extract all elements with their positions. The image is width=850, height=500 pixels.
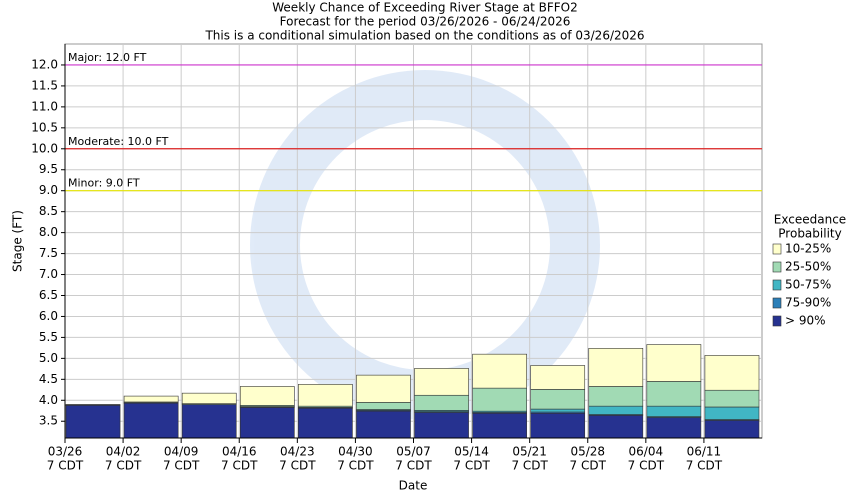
legend-label: 50-75% — [785, 278, 831, 292]
y-tick-label: 6.0 — [39, 309, 58, 323]
x-tick-label: 05/21 — [512, 445, 547, 459]
y-tick-label: 4.5 — [39, 372, 58, 386]
bar-segment — [239, 407, 295, 439]
y-tick-label: 5.5 — [39, 330, 58, 344]
bar-segment — [239, 386, 295, 406]
x-tick-sublabel: 7 CDT — [105, 459, 142, 473]
y-tick-label: 5.0 — [39, 351, 58, 365]
y-tick-label: 9.0 — [39, 183, 58, 197]
x-axis-label: Date — [399, 479, 428, 493]
bar-segment — [414, 394, 469, 411]
bar-segment — [356, 374, 411, 403]
legend-label: 10-25% — [785, 242, 831, 256]
y-tick-label: 6.5 — [39, 288, 58, 302]
x-tick-label: 04/02 — [106, 445, 141, 459]
x-tick-sublabel: 7 CDT — [453, 459, 490, 473]
x-tick-sublabel: 7 CDT — [279, 459, 316, 473]
bar-segment — [472, 353, 527, 389]
y-tick-label: 8.5 — [39, 204, 58, 218]
bar-segment — [646, 417, 702, 439]
bar-segment — [181, 404, 237, 439]
bar-segment — [530, 389, 586, 410]
threshold-label: Major: 12.0 FT — [68, 51, 147, 64]
bar-segment — [530, 365, 586, 390]
bar-segment — [704, 420, 760, 439]
chart-subtitle: Forecast for the period 03/26/2026 - 06/… — [280, 15, 571, 29]
y-tick-label: 11.5 — [31, 78, 58, 92]
watermark — [250, 70, 600, 420]
bar-segment — [123, 402, 179, 439]
y-tick-label: 8.0 — [39, 225, 58, 239]
y-tick-label: 3.5 — [39, 414, 58, 428]
x-tick-label: 05/14 — [454, 445, 489, 459]
bar-segment — [588, 405, 644, 415]
x-tick-label: 05/07 — [396, 445, 431, 459]
x-tick-label: 04/30 — [338, 445, 373, 459]
chart-title: Weekly Chance of Exceeding River Stage a… — [272, 1, 577, 15]
y-tick-label: 11.0 — [31, 99, 58, 113]
bar-segment — [646, 405, 702, 417]
bar-segment — [704, 355, 760, 391]
x-tick-sublabel: 7 CDT — [163, 459, 200, 473]
y-axis-label: Stage (FT) — [11, 210, 25, 272]
x-tick-sublabel: 7 CDT — [511, 459, 548, 473]
bar-segment — [414, 412, 469, 439]
y-tick-label: 4.0 — [39, 393, 58, 407]
bar-segment — [588, 348, 644, 387]
y-tick-label: 7.5 — [39, 246, 58, 260]
y-tick-label: 10.0 — [31, 141, 58, 155]
legend-title: Probability — [778, 227, 841, 241]
legend-title: Exceedance — [774, 213, 846, 227]
x-tick-label: 04/09 — [164, 445, 199, 459]
x-tick-label: 06/11 — [687, 445, 722, 459]
x-tick-sublabel: 7 CDT — [570, 459, 607, 473]
chart-subtitle: This is a conditional simulation based o… — [204, 29, 644, 43]
bar-segment — [646, 344, 702, 382]
bar-segment — [181, 392, 237, 404]
x-tick-sublabel: 7 CDT — [221, 459, 258, 473]
legend-swatch — [772, 243, 782, 255]
bar-segment — [646, 381, 702, 407]
legend-label: 75-90% — [785, 296, 831, 310]
x-tick-sublabel: 7 CDT — [686, 459, 723, 473]
bar-segment — [123, 395, 179, 403]
bar-segment — [472, 387, 527, 412]
legend-swatch — [772, 261, 782, 273]
x-tick-sublabel: 7 CDT — [395, 459, 432, 473]
y-tick-label: 9.5 — [39, 162, 58, 176]
legend-swatch — [772, 297, 782, 309]
legend-swatch — [772, 279, 782, 291]
bar-segment — [414, 368, 469, 396]
y-tick-label: 12.0 — [31, 57, 58, 71]
threshold-label: Moderate: 10.0 FT — [68, 135, 169, 148]
bar-segment — [298, 384, 353, 407]
legend-label: 25-50% — [785, 260, 831, 274]
bar-segment — [356, 410, 411, 439]
x-tick-label: 04/23 — [280, 445, 315, 459]
x-tick-sublabel: 7 CDT — [628, 459, 665, 473]
bar-segment — [530, 412, 586, 439]
threshold-label: Minor: 9.0 FT — [68, 177, 140, 190]
legend-label: > 90% — [785, 314, 826, 328]
bar-segment — [704, 406, 760, 420]
bar-segment — [298, 407, 353, 439]
y-tick-label: 7.0 — [39, 267, 58, 281]
x-tick-label: 05/28 — [570, 445, 605, 459]
bar-segment — [356, 402, 411, 410]
bar-segment — [472, 412, 527, 439]
x-tick-sublabel: 7 CDT — [337, 459, 374, 473]
x-tick-label: 04/16 — [222, 445, 257, 459]
legend-swatch — [772, 315, 782, 327]
bar-segment — [588, 386, 644, 407]
x-tick-label: 03/26 — [48, 445, 83, 459]
bar-segment — [588, 415, 644, 439]
x-tick-sublabel: 7 CDT — [47, 459, 84, 473]
bar-segment — [704, 389, 760, 408]
x-tick-label: 06/04 — [629, 445, 664, 459]
bar-segment — [530, 408, 586, 413]
bar-segment — [65, 405, 121, 439]
y-tick-label: 10.5 — [31, 120, 58, 134]
